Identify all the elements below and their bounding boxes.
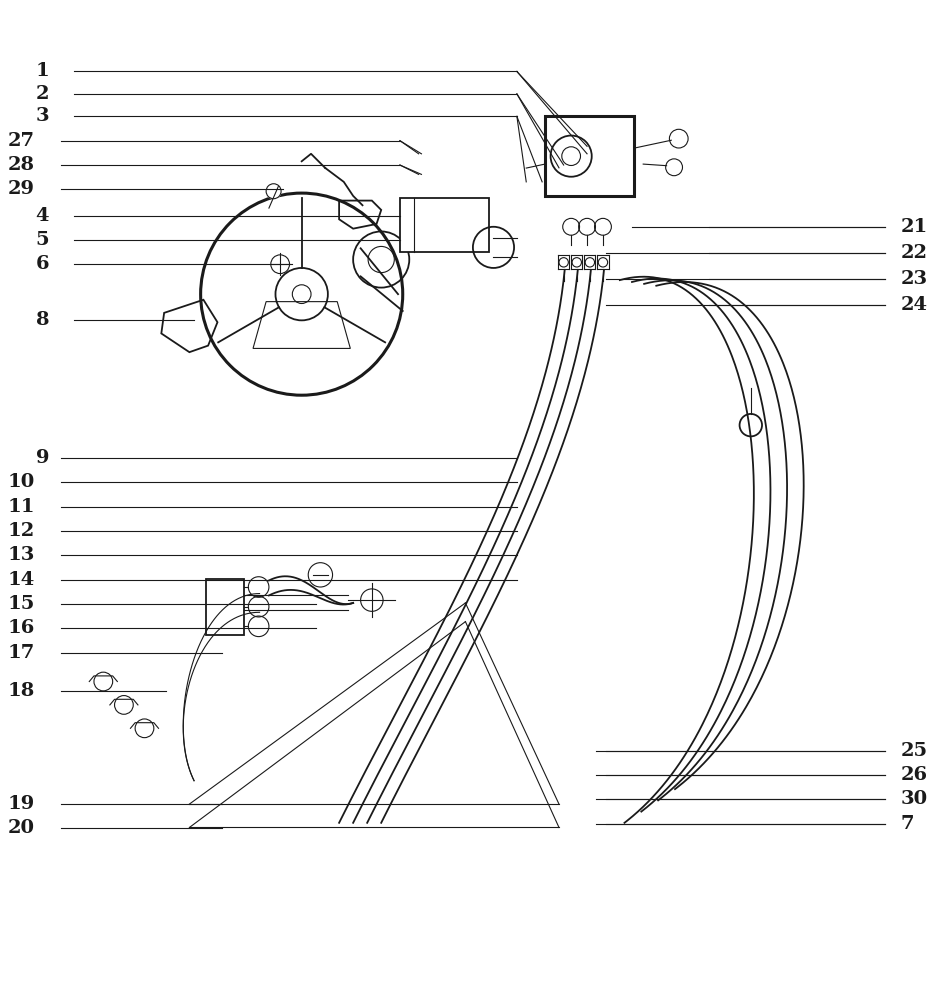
Text: 9: 9 — [36, 449, 49, 467]
Text: 5: 5 — [36, 231, 49, 249]
Text: 6: 6 — [36, 255, 49, 273]
FancyBboxPatch shape — [545, 116, 633, 196]
Circle shape — [94, 672, 112, 691]
Text: 22: 22 — [901, 244, 928, 262]
Text: 1: 1 — [35, 62, 49, 80]
Text: 24: 24 — [901, 296, 928, 314]
Text: 30: 30 — [901, 790, 928, 808]
Text: 19: 19 — [8, 795, 35, 813]
Text: 13: 13 — [8, 546, 35, 564]
Text: 26: 26 — [901, 766, 928, 784]
Text: 20: 20 — [8, 819, 35, 837]
Text: 23: 23 — [901, 270, 928, 288]
Text: 21: 21 — [901, 218, 928, 236]
Text: 27: 27 — [8, 132, 35, 150]
Circle shape — [135, 719, 154, 738]
Circle shape — [266, 184, 281, 199]
Text: 2: 2 — [36, 85, 49, 103]
Text: 8: 8 — [36, 311, 49, 329]
Text: 29: 29 — [8, 180, 35, 198]
Text: 11: 11 — [8, 498, 35, 516]
Text: 10: 10 — [8, 473, 35, 491]
Circle shape — [114, 696, 133, 714]
Text: 4: 4 — [36, 207, 49, 225]
Text: 16: 16 — [8, 619, 35, 637]
Text: 3: 3 — [36, 107, 49, 125]
Text: 25: 25 — [901, 742, 928, 760]
Text: 12: 12 — [8, 522, 35, 540]
Text: 28: 28 — [8, 156, 35, 174]
Text: 7: 7 — [901, 815, 914, 833]
Text: 15: 15 — [8, 595, 35, 613]
Text: 17: 17 — [8, 644, 35, 662]
FancyBboxPatch shape — [400, 198, 489, 252]
Text: 14: 14 — [8, 571, 35, 589]
FancyBboxPatch shape — [206, 579, 244, 635]
Text: 18: 18 — [8, 682, 35, 700]
